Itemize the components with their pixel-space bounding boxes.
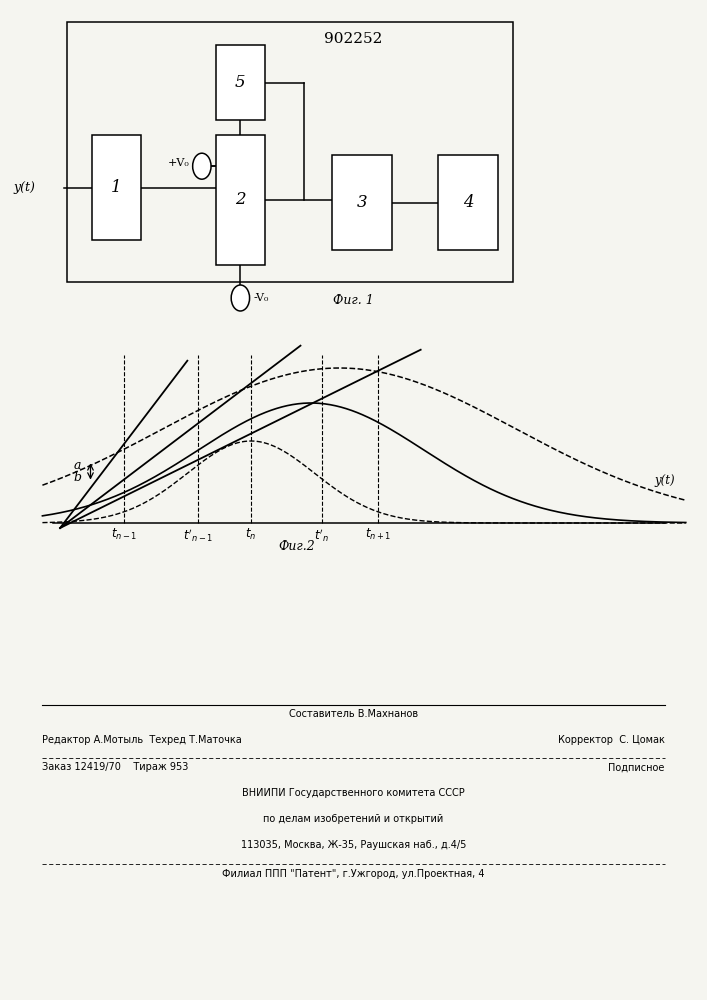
Bar (216, 45, 265, 120)
Text: Подписное: Подписное (608, 762, 665, 772)
Text: 902252: 902252 (325, 32, 382, 46)
Text: 1: 1 (111, 179, 122, 196)
Text: Фиг. 1: Фиг. 1 (333, 294, 374, 307)
Text: y(t): y(t) (13, 181, 35, 194)
Text: Редактор А.Мотыль  Техред Т.Маточка: Редактор А.Мотыль Техред Т.Маточка (42, 735, 243, 745)
Text: 4: 4 (463, 194, 474, 211)
Circle shape (192, 153, 211, 179)
Text: 3: 3 (357, 194, 368, 211)
Text: -V₀: -V₀ (253, 293, 269, 303)
Text: Заказ 12419/70    Тираж 953: Заказ 12419/70 Тираж 953 (42, 762, 189, 772)
Bar (67, 22, 513, 282)
Bar (438, 155, 498, 250)
Text: Составитель В.Махнанов: Составитель В.Махнанов (289, 709, 418, 719)
Text: $t'_n$: $t'_n$ (314, 527, 329, 544)
Bar (332, 155, 392, 250)
Text: ВНИИПИ Государственного комитета СССР: ВНИИПИ Государственного комитета СССР (242, 788, 465, 798)
Text: Корректор  С. Цомак: Корректор С. Цомак (558, 735, 665, 745)
Text: b: b (74, 471, 82, 484)
Text: по делам изобретений и открытий: по делам изобретений и открытий (264, 814, 443, 824)
Circle shape (231, 285, 250, 311)
Bar (216, 135, 265, 265)
Text: $t_{n+1}$: $t_{n+1}$ (365, 527, 392, 542)
Text: 5: 5 (235, 74, 246, 91)
Text: $t'_{n-1}$: $t'_{n-1}$ (183, 527, 213, 544)
Text: Филиал ППП "Патент", г.Ужгород, ул.Проектная, 4: Филиал ППП "Патент", г.Ужгород, ул.Проек… (222, 869, 485, 879)
Text: $t_n$: $t_n$ (245, 527, 257, 542)
Text: Фиг.2: Фиг.2 (279, 540, 315, 553)
Text: 113035, Москва, Ж-35, Раушская наб., д.4/5: 113035, Москва, Ж-35, Раушская наб., д.4… (241, 840, 466, 850)
Bar (92, 135, 141, 240)
Text: y(t): y(t) (654, 474, 674, 487)
Text: +V₀: +V₀ (168, 158, 189, 168)
Text: $t_{n-1}$: $t_{n-1}$ (110, 527, 137, 542)
Text: a: a (74, 459, 81, 472)
Text: 2: 2 (235, 192, 246, 209)
